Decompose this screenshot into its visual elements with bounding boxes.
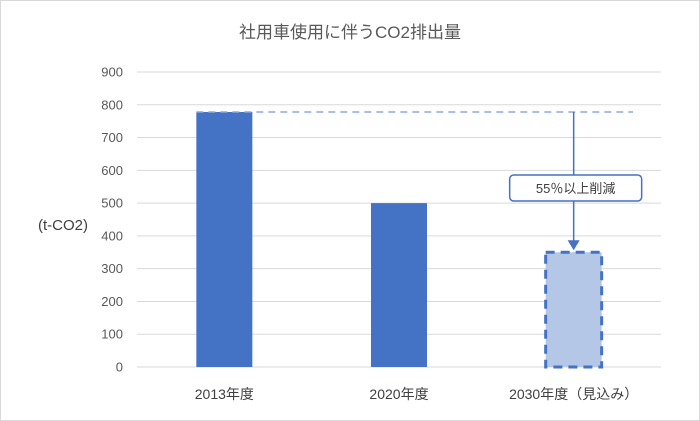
- x-tick-label: 2013年度: [195, 386, 254, 402]
- bar: [371, 203, 427, 367]
- annotations: 55％以上削減: [196, 111, 643, 251]
- y-tick-label: 500: [101, 196, 123, 211]
- y-tick-label: 100: [101, 327, 123, 342]
- bar: [196, 111, 253, 367]
- y-tick-label: 600: [101, 163, 123, 178]
- y-tick-label: 900: [101, 65, 123, 80]
- y-tick-label: 200: [101, 294, 123, 309]
- x-tick-labels: 2013年度 2020年度 2030年度（見込み）: [195, 386, 638, 402]
- y-tick-label: 0: [116, 360, 123, 375]
- x-tick-label: 2030年度（見込み）: [509, 386, 638, 402]
- callout-box: [508, 174, 643, 202]
- bars: [196, 111, 604, 369]
- callout-arrowhead: [567, 240, 580, 251]
- bar-projected: [544, 250, 604, 369]
- x-tick-label: 2020年度: [369, 386, 428, 402]
- y-tick-label: 800: [101, 97, 123, 112]
- chart-title: 社用車使用に伴うCO2排出量: [239, 22, 461, 42]
- y-tick-label: 400: [101, 228, 123, 243]
- y-tick-labels: 0 100 200 300 400 500 600 700 800 900: [101, 65, 123, 375]
- y-axis-label: (t-CO2): [38, 217, 88, 234]
- y-tick-label: 700: [101, 130, 123, 145]
- y-tick-label: 300: [101, 261, 123, 276]
- callout-text: 55％以上削減: [536, 181, 615, 196]
